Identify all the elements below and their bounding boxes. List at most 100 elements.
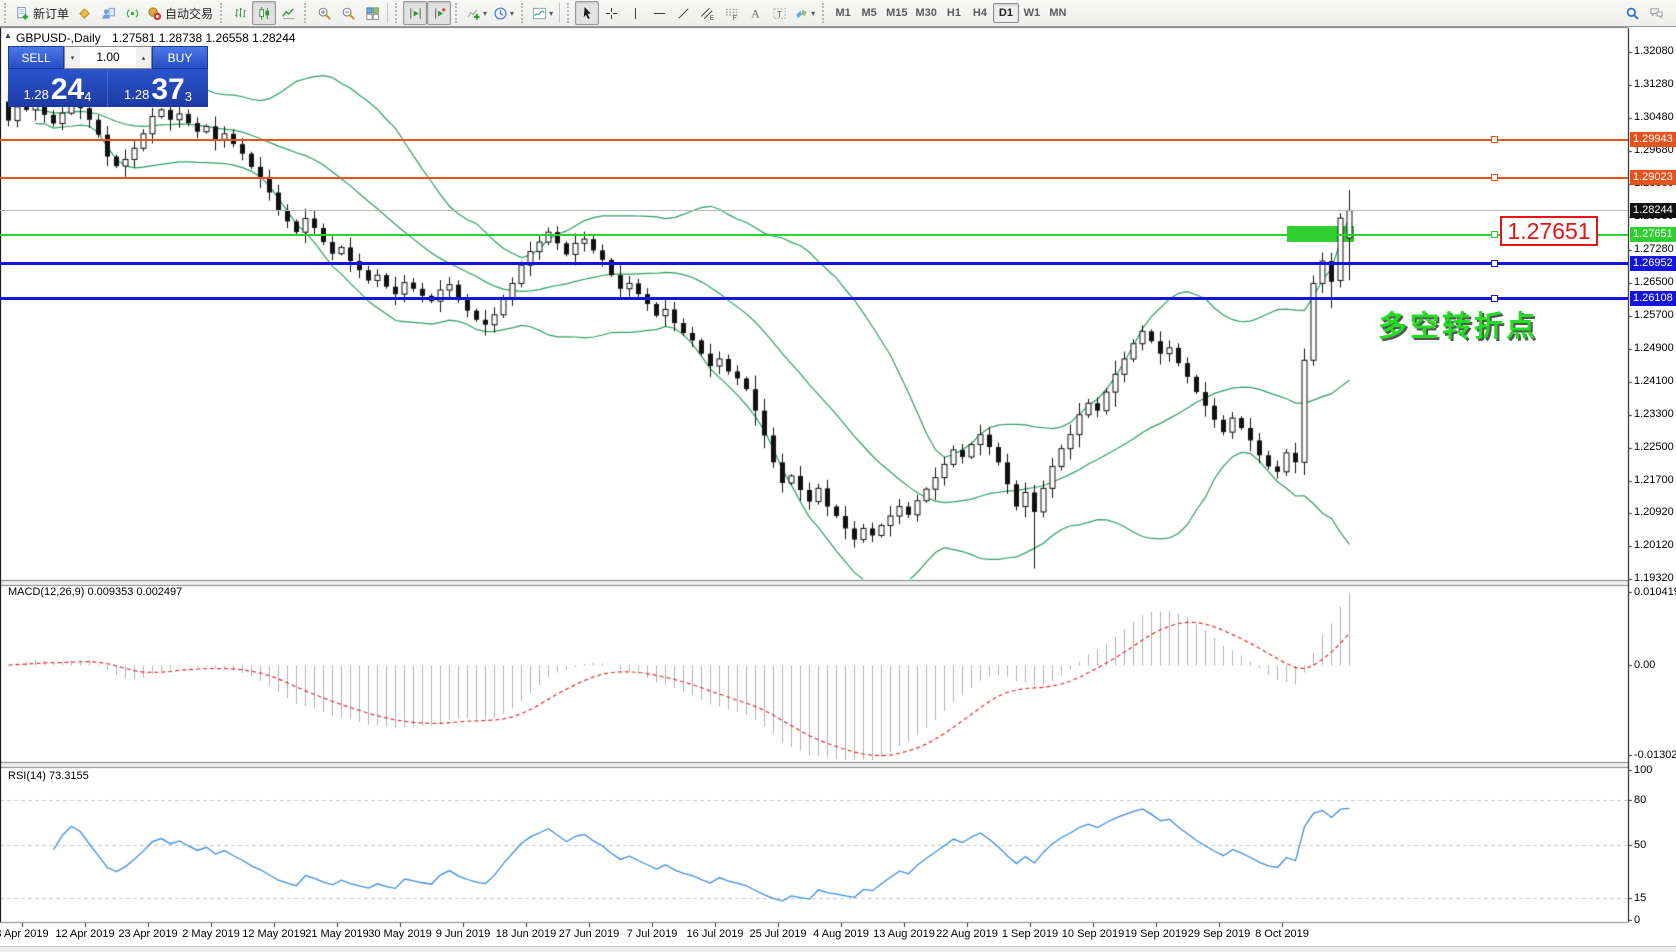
support-line-1[interactable] — [0, 262, 1628, 266]
chat-button[interactable] — [1644, 1, 1668, 25]
trendline-tool-button[interactable] — [671, 1, 695, 25]
vertical-line-tool-button[interactable] — [623, 1, 647, 25]
date-axis-label: 10 Sep 2019 — [1061, 928, 1125, 940]
toolbar-grip[interactable] — [822, 3, 827, 23]
templates-button[interactable]: ▾ — [529, 1, 556, 25]
chevron-down-icon[interactable]: ▾ — [549, 8, 554, 18]
toolbar-grip[interactable] — [567, 3, 572, 23]
chart-profile-button[interactable] — [72, 1, 96, 25]
volume-increase-button[interactable]: ▴ — [136, 47, 151, 68]
autotrade-icon — [147, 6, 162, 21]
add-indicator-button[interactable]: ▾ — [463, 1, 490, 25]
candles-chart-button[interactable] — [252, 1, 277, 25]
zoom-in-icon — [317, 6, 332, 21]
chart-canvas[interactable] — [0, 27, 1676, 952]
date-axis-label: 1 Sep 2019 — [1001, 928, 1059, 940]
price-tick-label: 1.26500 — [1634, 275, 1674, 288]
sell-price-sup: 4 — [84, 89, 92, 104]
price-tick-label: 1.32080 — [1634, 45, 1674, 57]
periods-button[interactable]: ▾ — [490, 1, 517, 25]
toolbar-grip[interactable] — [304, 3, 309, 23]
support-line-2-handle[interactable] — [1491, 294, 1498, 302]
toolbar-grip[interactable] — [395, 3, 400, 23]
timeframe-m30-button[interactable]: M30 — [915, 7, 937, 19]
terminal-button[interactable] — [96, 1, 120, 25]
pivot-line-handle[interactable] — [1491, 231, 1498, 239]
text-tool-button[interactable]: A — [743, 1, 767, 25]
search-icon — [1625, 6, 1640, 21]
bars-chart-button[interactable] — [228, 1, 252, 25]
cursor-tool-button[interactable] — [575, 1, 600, 25]
timeframe-m15-button[interactable]: M15 — [886, 7, 908, 19]
signals-button[interactable] — [120, 1, 144, 25]
chart-shift-button[interactable] — [427, 1, 452, 25]
autotrade-button-label: 自动交易 — [165, 6, 214, 21]
zoom-out-button[interactable] — [336, 1, 360, 25]
timeframe-w1-button[interactable]: W1 — [1023, 7, 1041, 19]
new-order-button[interactable]: 新订单 — [12, 1, 72, 25]
price-callout-box[interactable]: 1.27651 — [1500, 216, 1598, 246]
macd-pane[interactable] — [0, 586, 1628, 762]
chevron-down-icon[interactable]: ▾ — [811, 8, 816, 18]
timeframe-d1-button[interactable]: D1 — [992, 3, 1019, 23]
rsi-axis-label: 15 — [1634, 891, 1647, 904]
date-axis-label: 13 Aug 2019 — [873, 928, 935, 940]
sell-price-panel[interactable]: 1.28 24 4 — [8, 69, 108, 107]
date-axis-label: 9 Jun 2019 — [435, 928, 491, 940]
cursor-icon — [580, 6, 595, 21]
resistance-line-2-price-label: 1.29023 — [1630, 170, 1676, 186]
buy-price-big: 37 — [151, 73, 185, 106]
volume-decrease-button[interactable]: ▾ — [65, 47, 80, 68]
label-tool-button[interactable]: T — [767, 1, 791, 25]
date-axis-label: 7 Jul 2019 — [626, 928, 678, 940]
toolbar-grip[interactable] — [455, 3, 460, 23]
support-line-1-price-label: 1.26952 — [1630, 255, 1676, 271]
svg-text:E: E — [709, 15, 713, 21]
collapse-arrow-icon[interactable]: ▲ — [4, 31, 12, 40]
zoom-in-button[interactable] — [312, 1, 336, 25]
crosshair-icon — [604, 6, 619, 21]
date-axis-label: 19 Sep 2019 — [1124, 928, 1188, 940]
chevron-down-icon[interactable]: ▾ — [483, 8, 488, 18]
toolbar-grip[interactable] — [521, 3, 526, 23]
toolbar-grip[interactable] — [220, 3, 225, 23]
rsi-axis-label: 80 — [1634, 794, 1647, 806]
sell-button[interactable]: SELL — [8, 46, 64, 69]
timeframe-m5-button[interactable]: M5 — [861, 7, 877, 19]
buy-price-panel[interactable]: 1.28 37 3 — [108, 69, 208, 107]
auto-scroll-button[interactable] — [403, 1, 428, 25]
channel-tool-button[interactable]: E — [695, 1, 719, 25]
timeframe-h4-button[interactable]: H4 — [972, 7, 987, 19]
timeframe-h1-button[interactable]: H1 — [946, 7, 961, 19]
search-button[interactable] — [1620, 1, 1644, 25]
resistance-line-1-handle[interactable] — [1491, 136, 1498, 144]
terminal-icon — [101, 6, 116, 21]
toolbar-grip[interactable] — [4, 3, 9, 23]
tile-windows-button[interactable] — [360, 1, 384, 25]
autotrade-button[interactable]: 自动交易 — [144, 1, 216, 25]
timeframe-mn-button[interactable]: MN — [1049, 7, 1067, 19]
timeframe-m1-button[interactable]: M1 — [835, 7, 851, 19]
pivot-line[interactable] — [0, 234, 1628, 237]
resistance-line-2[interactable] — [0, 177, 1628, 180]
line-chart-button[interactable] — [276, 1, 300, 25]
support-line-2[interactable] — [0, 297, 1628, 301]
template-icon — [532, 6, 547, 21]
resistance-line-2-handle[interactable] — [1491, 174, 1498, 182]
rsi-axis-label: 50 — [1634, 839, 1647, 851]
buy-price-small: 1.28 — [124, 87, 150, 102]
svg-text:F: F — [732, 15, 736, 21]
resistance-line-1[interactable] — [0, 139, 1628, 142]
horizontal-line-tool-button[interactable] — [647, 1, 671, 25]
rsi-pane[interactable] — [0, 768, 1628, 922]
crosshair-tool-button[interactable] — [599, 1, 623, 25]
fibonacci-icon: F — [724, 6, 739, 21]
support-line-1-handle[interactable] — [1491, 259, 1498, 267]
chinese-annotation[interactable]: 多空转折点 — [1378, 311, 1539, 343]
volume-value[interactable]: 1.00 — [96, 50, 120, 64]
fibonacci-tool-button[interactable]: F — [719, 1, 743, 25]
buy-button[interactable]: BUY — [152, 46, 208, 69]
current-price-label: 1.28244 — [1630, 202, 1676, 218]
shapes-tool-button[interactable]: ▾ — [791, 1, 818, 25]
chevron-down-icon[interactable]: ▾ — [510, 8, 515, 18]
